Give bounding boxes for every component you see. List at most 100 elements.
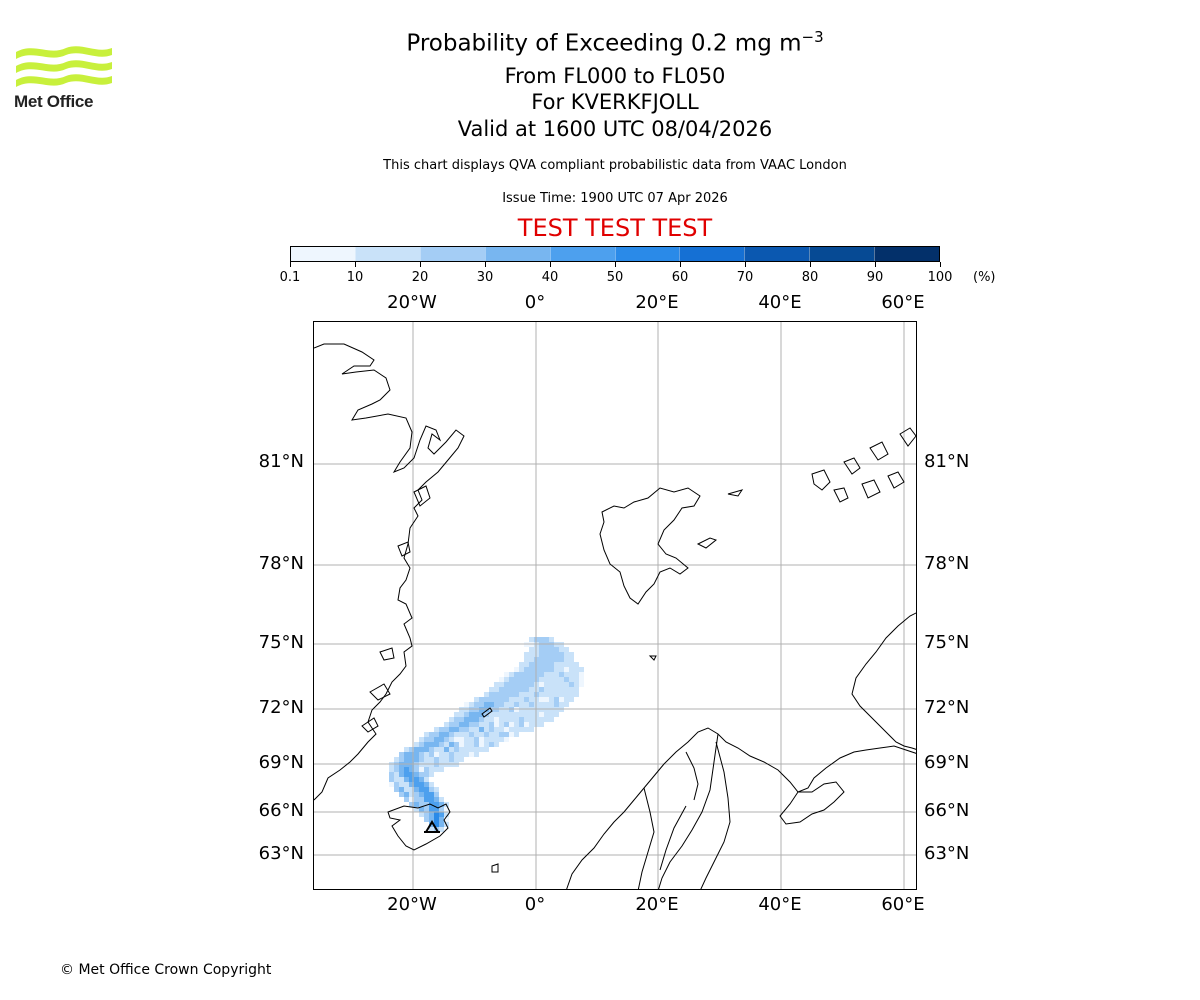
plume-cell: [429, 797, 434, 802]
plume-cell: [554, 662, 559, 667]
plume-cell: [404, 757, 409, 762]
plume-cell: [519, 672, 524, 677]
plume-cell: [424, 737, 429, 742]
plume-cell: [499, 697, 504, 702]
chart-title-superscript: −3: [801, 28, 824, 46]
colorbar-unit: (%): [973, 270, 996, 285]
plume-cell: [564, 647, 569, 652]
plume-cell: [399, 757, 404, 762]
logo-wordmark: Met Office: [14, 92, 94, 111]
plume-cell: [549, 692, 554, 697]
plume-cell: [509, 722, 514, 727]
plume-cell: [514, 712, 519, 717]
colorbar-segment: [291, 247, 355, 261]
coast-finland-east: [700, 741, 731, 889]
plume-cell: [444, 757, 449, 762]
plume-cell: [424, 792, 429, 797]
plume-cell: [419, 812, 424, 817]
plume-cell: [549, 652, 554, 657]
lon-label-bottom-20w: 20°W: [387, 894, 437, 915]
plume-cell: [444, 817, 449, 822]
plume-cell: [564, 672, 569, 677]
plume-cell: [469, 727, 474, 732]
plume-cell: [479, 742, 484, 747]
plume-cell: [499, 682, 504, 687]
plume-cell: [484, 712, 489, 717]
lon-label-bottom-60e: 60°E: [881, 894, 925, 915]
plume-cell: [549, 677, 554, 682]
plume-cell: [549, 702, 554, 707]
plume-cell: [444, 812, 449, 817]
plume-cell: [539, 652, 544, 657]
colorbar-tick-label: 90: [866, 270, 884, 285]
plume-cell: [519, 687, 524, 692]
plume-cell: [514, 702, 519, 707]
plume-cell: [504, 682, 509, 687]
plume-cell: [464, 727, 469, 732]
plume-cell: [549, 662, 554, 667]
plume-cell: [569, 657, 574, 662]
plume-cell: [529, 647, 534, 652]
plume-cell: [389, 767, 394, 772]
plume-cell: [484, 732, 489, 737]
plume-cell: [469, 752, 474, 757]
plume-cell: [429, 747, 434, 752]
plume-cell: [554, 682, 559, 687]
plume-cell: [529, 717, 534, 722]
plume-cell: [529, 722, 534, 727]
plume-cell: [434, 797, 439, 802]
lon-label-top-20e: 20°E: [635, 292, 679, 313]
plume-cell: [499, 722, 504, 727]
plume-cell: [474, 727, 479, 732]
colorbar-tick-label: 10: [346, 270, 364, 285]
plume-cell: [434, 732, 439, 737]
plume-cell: [449, 732, 454, 737]
plume-cell: [464, 712, 469, 717]
plume-cell: [479, 712, 484, 717]
plume-cell: [409, 797, 414, 802]
plume-cell: [504, 717, 509, 722]
plume-cell: [539, 717, 544, 722]
plume-cell: [424, 767, 429, 772]
coastlines: [314, 343, 916, 889]
plume-cell: [564, 657, 569, 662]
plume-cell: [554, 687, 559, 692]
plume-cell: [409, 767, 414, 772]
plume-cell: [429, 767, 434, 772]
plume-cell: [574, 687, 579, 692]
plume-cell: [429, 737, 434, 742]
plume-cell: [459, 732, 464, 737]
plume-cell: [514, 682, 519, 687]
plume-cell: [409, 792, 414, 797]
plume-cell: [469, 722, 474, 727]
plume-cell: [484, 717, 489, 722]
colorbar-segment: [809, 247, 875, 261]
plume-cell: [409, 787, 414, 792]
plume-cell: [404, 797, 409, 802]
plume-cell: [519, 712, 524, 717]
plume-cell: [529, 657, 534, 662]
plume-cell: [484, 727, 489, 732]
plume-cell: [459, 712, 464, 717]
plume-cell: [519, 727, 524, 732]
plume-cell: [539, 687, 544, 692]
plume-cell: [409, 777, 414, 782]
plume-cell: [454, 757, 459, 762]
plume-cell: [494, 737, 499, 742]
plume-cell: [484, 747, 489, 752]
plume-cell: [464, 747, 469, 752]
lat-label-left-63n: 63°N: [258, 843, 304, 864]
plume-cell: [439, 727, 444, 732]
plume-cell: [559, 682, 564, 687]
plume-cell: [424, 797, 429, 802]
plume-cell: [549, 712, 554, 717]
plume-cell: [569, 687, 574, 692]
plume-cell: [559, 672, 564, 677]
plume-cell: [544, 702, 549, 707]
plume-cell: [464, 742, 469, 747]
plume-cell: [524, 672, 529, 677]
plume-cell: [549, 647, 554, 652]
plume-cell: [449, 757, 454, 762]
plume-cell: [439, 767, 444, 772]
plume-cell: [479, 722, 484, 727]
